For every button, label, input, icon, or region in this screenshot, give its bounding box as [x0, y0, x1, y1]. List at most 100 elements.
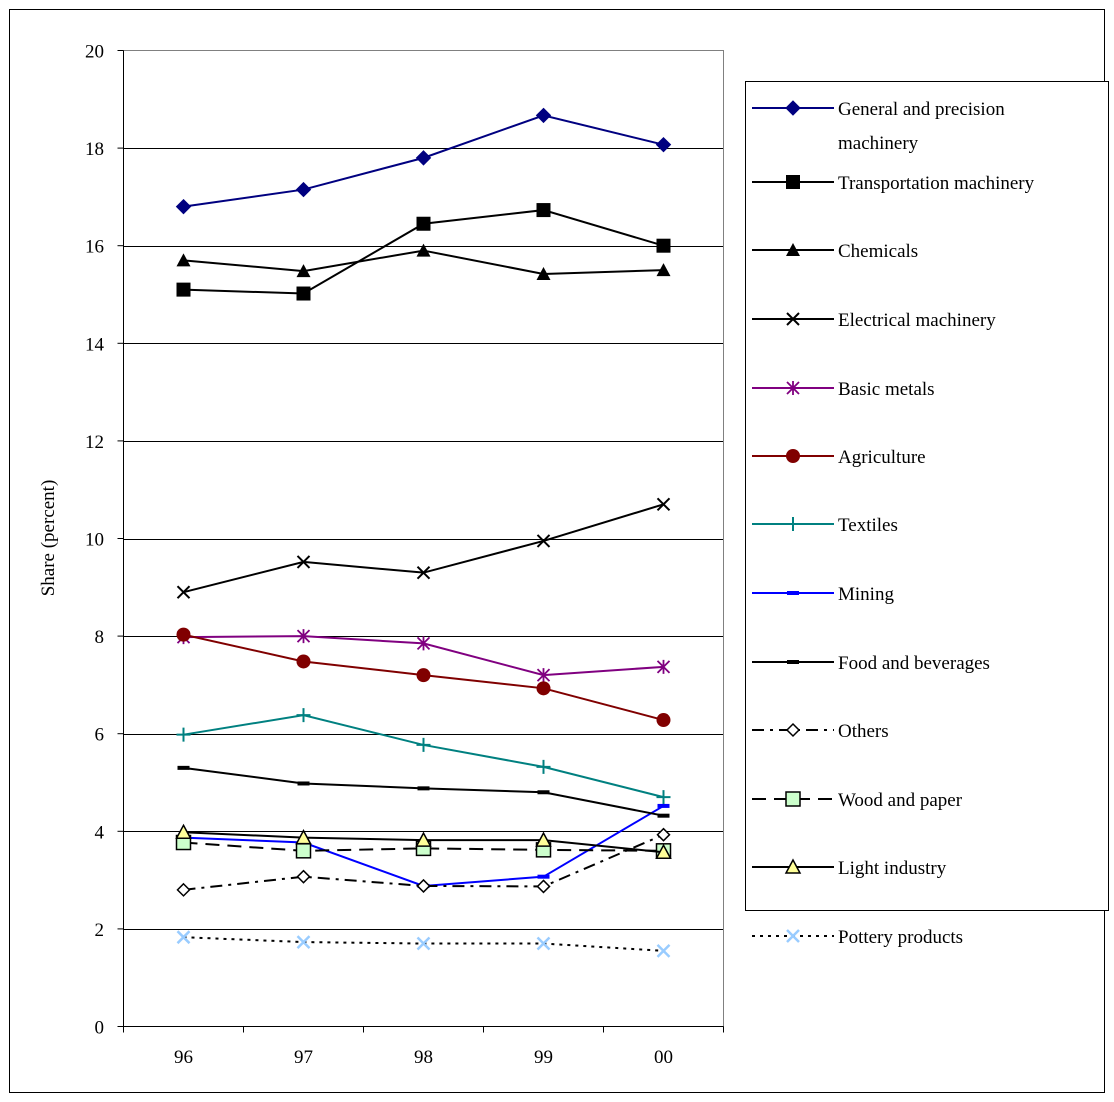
series-12 [176, 930, 671, 958]
series-4 [176, 629, 671, 683]
data-point [656, 827, 671, 842]
x-tick-label: 96 [174, 1047, 193, 1068]
data-point [177, 765, 190, 770]
data-point [786, 449, 800, 463]
legend-item: Mining [752, 584, 894, 605]
data-point [536, 668, 551, 683]
data-point [786, 175, 800, 189]
data-point [656, 497, 671, 512]
series-11 [175, 823, 672, 860]
data-point [656, 238, 671, 253]
data-point [656, 943, 671, 958]
data-point [296, 708, 311, 723]
legend-item: Others [752, 721, 889, 742]
legend-label: Electrical machinery [838, 310, 996, 331]
data-point [416, 216, 431, 231]
data-point [295, 843, 312, 859]
legend-item: Electrical machinery [752, 310, 996, 331]
data-point [656, 713, 671, 728]
data-point [655, 843, 672, 860]
legend-item: Wood and paper [752, 790, 963, 811]
legend-label: Wood and paper [838, 790, 963, 811]
data-point [416, 936, 431, 951]
series-2 [176, 243, 671, 281]
data-point [176, 627, 191, 642]
legend: General and precision machinery Transporta… [752, 99, 1035, 948]
data-point [536, 759, 551, 774]
data-point [176, 882, 191, 897]
legend-label: Agriculture [838, 447, 926, 468]
x-tick-label: 99 [534, 1047, 553, 1068]
data-point [657, 813, 670, 818]
legend-item: Food and beverages [752, 653, 990, 674]
data-point [656, 263, 671, 277]
grid-layer [123, 148, 724, 930]
data-point [537, 790, 550, 795]
legend-item: Light industry [752, 858, 947, 879]
data-point [786, 517, 800, 531]
data-point [416, 737, 431, 752]
series-5 [176, 627, 671, 728]
data-point [536, 534, 551, 548]
data-point [785, 100, 801, 116]
data-point [416, 878, 431, 894]
data-point [175, 823, 192, 840]
legend-label: Chemicals [838, 241, 918, 262]
data-point [655, 136, 672, 153]
y-tick-label: 18 [85, 139, 104, 160]
legend-label: Pottery products [838, 927, 963, 948]
legend-label: Textiles [838, 515, 898, 536]
x-tick-label: 00 [654, 1047, 673, 1068]
data-point [176, 727, 191, 742]
legend-item: Textiles [752, 515, 898, 536]
data-point [297, 781, 310, 786]
y-tick-label: 12 [85, 432, 104, 453]
data-point [416, 636, 431, 651]
data-point [296, 264, 311, 278]
legend-item: Agriculture [752, 447, 926, 468]
data-point [416, 565, 431, 580]
data-point [417, 786, 430, 791]
data-point [787, 591, 799, 595]
legend-item: Basic metals [752, 379, 935, 400]
data-point [786, 929, 800, 943]
series-line [183, 841, 664, 852]
legend-item: Chemicals [752, 241, 918, 262]
data-point [536, 681, 551, 696]
legend-label: Food and beverages [838, 653, 990, 674]
data-point [296, 869, 311, 884]
data-point [787, 660, 799, 664]
series-8 [177, 765, 670, 818]
legend-label: Mining [838, 584, 894, 605]
legend-label: Basic metals [838, 379, 935, 400]
data-point [536, 936, 551, 951]
y-tick-label: 14 [85, 334, 105, 355]
data-point [656, 790, 671, 805]
data-point [176, 930, 191, 945]
series-1 [176, 203, 671, 301]
data-point [785, 722, 801, 738]
data-point [535, 831, 552, 847]
legend-item: Transportation machinery [752, 173, 1035, 194]
data-point [296, 629, 311, 644]
data-point [536, 203, 551, 218]
data-point [295, 829, 312, 845]
data-point [537, 874, 550, 879]
data-point [656, 659, 671, 674]
series-0 [175, 107, 672, 215]
y-tick-label: 0 [95, 1018, 105, 1039]
data-point [296, 935, 311, 949]
legend-label: Transportation machinery [838, 173, 1035, 194]
y-tick-label: 4 [95, 822, 105, 843]
data-point [176, 253, 191, 267]
axis-layer: 0 2 4 6 8 10 12 14 16 18 20 96 97 98 99 00 [85, 42, 724, 1068]
x-tick-label: 98 [414, 1047, 433, 1068]
series-layer [175, 107, 672, 958]
data-point [296, 286, 311, 301]
data-point [536, 267, 551, 281]
data-point [785, 791, 801, 807]
data-point [296, 654, 311, 669]
data-point [786, 243, 800, 256]
data-point [176, 585, 191, 599]
